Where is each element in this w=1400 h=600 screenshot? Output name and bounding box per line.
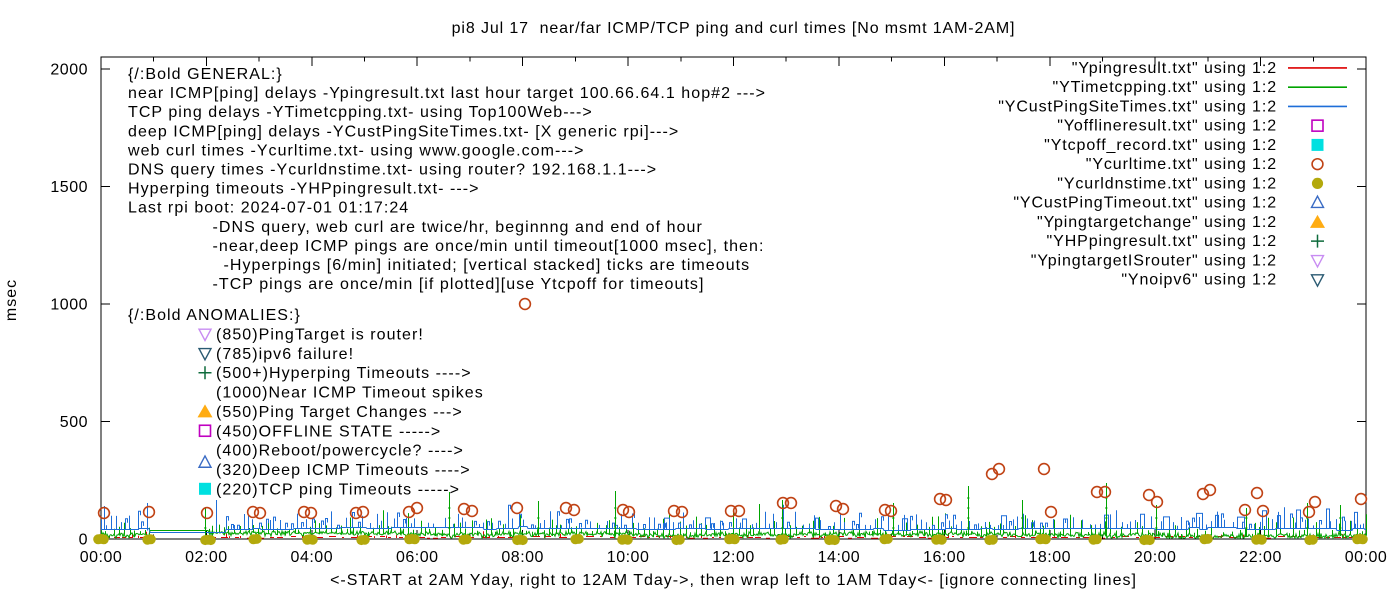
svg-text:(320)Deep ICMP Timeouts ---->: (320)Deep ICMP Timeouts ---->	[216, 462, 471, 479]
svg-text:"Ypingtargetchange" using 1:2: "Ypingtargetchange" using 1:2	[1037, 214, 1277, 231]
svg-text:(785)ipv6 failure!: (785)ipv6 failure!	[216, 346, 354, 363]
svg-text:Hyperping timeouts -YHPpingres: Hyperping timeouts -YHPpingresult.txt- -…	[128, 181, 479, 198]
svg-text:"YCustPingTimeout.txt" using 1: "YCustPingTimeout.txt" using 1:2	[1013, 195, 1277, 212]
svg-text:{/:Bold ANOMALIES:}: {/:Bold ANOMALIES:}	[128, 307, 301, 324]
svg-text:"YTimetcpping.txt" using 1:2: "YTimetcpping.txt" using 1:2	[1052, 79, 1277, 96]
svg-text:00:00: 00:00	[1345, 549, 1388, 566]
svg-text:2000: 2000	[50, 62, 88, 79]
svg-text:"Ycurldnstime.txt" using 1:2: "Ycurldnstime.txt" using 1:2	[1057, 175, 1277, 192]
svg-text:(220)TCP ping Timeouts ----->: (220)TCP ping Timeouts ----->	[216, 481, 460, 498]
svg-text:(400)Reboot/powercycle? ---->: (400)Reboot/powercycle? ---->	[216, 443, 464, 460]
svg-text:(1000)Near ICMP Timeout spikes: (1000)Near ICMP Timeout spikes	[216, 385, 484, 402]
svg-text:near ICMP[ping] delays -Ypingr: near ICMP[ping] delays -Ypingresult.txt …	[128, 85, 766, 102]
svg-text:web curl times -Ycurltime.txt-: web curl times -Ycurltime.txt- using www…	[127, 142, 585, 159]
svg-text:20:00: 20:00	[1134, 549, 1177, 566]
svg-text:-TCP pings are once/min [if pl: -TCP pings are once/min [if plotted][use…	[213, 276, 705, 293]
svg-text:"Ypingresult.txt" using 1:2: "Ypingresult.txt" using 1:2	[1072, 60, 1277, 77]
svg-text:-Hyperpings [6/min] initiated;: -Hyperpings [6/min] initiated; [vertical…	[224, 257, 751, 274]
svg-text:Last rpi boot: 2024-07-01 01:1: Last rpi boot: 2024-07-01 01:17:24	[128, 200, 409, 217]
svg-text:deep ICMP[ping] delays -YCustP: deep ICMP[ping] delays -YCustPingSiteTim…	[128, 123, 679, 140]
svg-text:{/:Bold GENERAL:}: {/:Bold GENERAL:}	[128, 66, 283, 83]
svg-text:"YHPpingresult.txt" using 1:2: "YHPpingresult.txt" using 1:2	[1047, 233, 1277, 250]
svg-text:(550)Ping Target Changes --->: (550)Ping Target Changes --->	[216, 404, 463, 421]
svg-text:22:00: 22:00	[1239, 549, 1282, 566]
svg-text:(850)PingTarget is router!: (850)PingTarget is router!	[216, 327, 424, 344]
svg-text:(500+)Hyperping Timeouts ---->: (500+)Hyperping Timeouts ---->	[216, 365, 472, 382]
svg-text:00:00: 00:00	[80, 549, 123, 566]
svg-text:04:00: 04:00	[291, 549, 334, 566]
svg-text:TCP ping delays -YTimetcpping.: TCP ping delays -YTimetcpping.txt- using…	[128, 104, 593, 121]
svg-text:"YpingtargetISrouter" using 1:: "YpingtargetISrouter" using 1:2	[1031, 252, 1277, 269]
svg-text:<-START at 2AM Yday, right to: <-START at 2AM Yday, right to 12AM Tday-…	[330, 572, 1137, 589]
svg-text:"Yofflineresult.txt" using 1:2: "Yofflineresult.txt" using 1:2	[1057, 118, 1277, 135]
svg-text:pi8 Jul 17 near/far ICMP/TCP: pi8 Jul 17 near/far ICMP/TCP ping and cu…	[452, 20, 1016, 37]
svg-text:10:00: 10:00	[607, 549, 650, 566]
svg-text:16:00: 16:00	[923, 549, 966, 566]
svg-text:"Ycurltime.txt" using 1:2: "Ycurltime.txt" using 1:2	[1086, 156, 1277, 173]
svg-text:500: 500	[60, 414, 88, 431]
svg-text:-near,deep ICMP pings are once: -near,deep ICMP pings are once/min until…	[213, 238, 765, 255]
svg-text:06:00: 06:00	[396, 549, 439, 566]
svg-text:msec: msec	[3, 279, 20, 321]
svg-text:1000: 1000	[50, 297, 88, 314]
svg-text:1500: 1500	[50, 179, 88, 196]
svg-text:14:00: 14:00	[818, 549, 861, 566]
svg-text:"Ytcpoff_record.txt" using 1:2: "Ytcpoff_record.txt" using 1:2	[1044, 137, 1277, 154]
svg-text:-DNS query, web curl are twice: -DNS query, web curl are twice/hr, begin…	[213, 219, 703, 236]
svg-text:"Ynoipv6" using 1:2: "Ynoipv6" using 1:2	[1121, 272, 1277, 289]
svg-text:08:00: 08:00	[501, 549, 544, 566]
svg-text:18:00: 18:00	[1028, 549, 1071, 566]
svg-text:"YCustPingSiteTimes.txt" using: "YCustPingSiteTimes.txt" using 1:2	[998, 98, 1277, 115]
svg-text:0: 0	[79, 532, 88, 549]
svg-text:DNS query times -Ycurldnstime.: DNS query times -Ycurldnstime.txt- using…	[128, 162, 657, 179]
svg-text:12:00: 12:00	[712, 549, 755, 566]
svg-text:02:00: 02:00	[185, 549, 228, 566]
svg-text:(450)OFFLINE STATE ----->: (450)OFFLINE STATE ----->	[216, 423, 441, 440]
